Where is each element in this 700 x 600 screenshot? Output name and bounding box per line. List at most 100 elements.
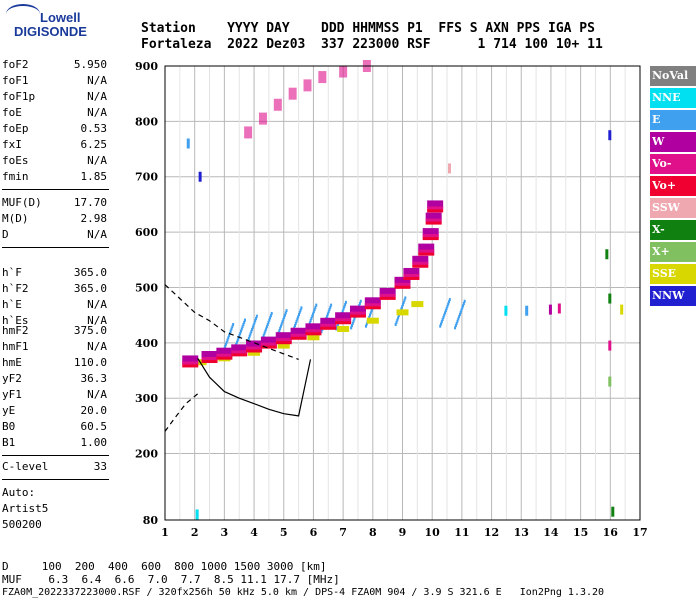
spread-echo	[264, 329, 267, 333]
spread-echo	[446, 304, 449, 308]
param-row: yE 20.0	[2, 404, 107, 417]
o-trace-mark	[422, 228, 439, 237]
spread-echo	[404, 296, 407, 300]
o-trace-mark	[231, 350, 248, 355]
o-trace-mark	[412, 264, 429, 268]
spread-echo	[251, 327, 254, 331]
spread-echo	[253, 321, 256, 325]
legend-item: Vo+	[650, 176, 696, 196]
spread-echo	[235, 340, 238, 344]
spread-echo	[343, 305, 346, 309]
spread-echo	[320, 330, 323, 334]
o-trace-mark	[394, 276, 411, 285]
param-divider	[2, 455, 109, 456]
spread-echo	[252, 323, 255, 327]
o-trace-mark	[275, 341, 292, 345]
o-trace-mark	[305, 329, 322, 334]
spread-echo	[249, 332, 252, 336]
o-trace-mark	[427, 200, 444, 209]
header-values: Fortaleza 2022 Dez03 337 223000 RSF 1 71…	[141, 37, 603, 52]
y-tick-label: 800	[135, 115, 158, 128]
multihop-mark	[288, 87, 297, 100]
spread-echo	[266, 323, 269, 327]
spread-echo	[241, 325, 244, 329]
x-tick-label: 17	[632, 526, 647, 539]
o-trace-mark	[412, 255, 429, 264]
o-trace-mark	[216, 347, 233, 356]
x-tick-label: 8	[369, 526, 377, 539]
spread-echo	[401, 305, 404, 309]
o-trace-mark	[379, 287, 396, 296]
spread-echo	[352, 319, 355, 323]
x-tick-label: 12	[484, 526, 499, 539]
spread-echo	[312, 310, 315, 314]
spread-echo	[226, 338, 229, 342]
spread-echo	[251, 325, 254, 329]
spread-echo	[297, 315, 300, 319]
o-trace-mark	[412, 261, 429, 266]
o-trace-mark	[425, 221, 442, 225]
spread-echo	[461, 306, 464, 310]
spread-echo	[280, 322, 283, 326]
legend-item: E	[650, 110, 696, 130]
o-trace-mark	[246, 349, 263, 353]
o-trace-mark	[427, 206, 444, 211]
o-trace-mark	[335, 318, 352, 323]
legend-item: NNE	[650, 88, 696, 108]
auto-artist: Artist5	[2, 502, 49, 515]
spread-echo	[229, 329, 232, 333]
param-row: hmF2 375.0	[2, 324, 107, 337]
x-tick-label: 1	[161, 526, 169, 539]
param-row: h`F 365.0	[2, 266, 107, 279]
o-trace-mark	[349, 311, 366, 316]
isolated-echo	[504, 305, 508, 316]
chart-curves	[164, 284, 312, 432]
spread-echo	[298, 310, 301, 314]
param-row: B0 60.5	[2, 420, 107, 433]
spread-echo	[230, 327, 233, 331]
o-trace-mark	[201, 357, 218, 362]
param-row: h`F2 365.0	[2, 282, 107, 295]
o-trace-mark	[305, 332, 322, 336]
y-tick-label: 600	[135, 226, 158, 239]
spread-echo	[227, 336, 230, 340]
param-divider	[2, 479, 109, 480]
legend-item: X+	[650, 242, 696, 262]
x-tick-label: 9	[399, 526, 407, 539]
x-tick-labels: 1 2 3 4 5 6 7 8 9 10 11 12 13 14 15 16 17	[161, 526, 647, 539]
o-trace-mark	[403, 273, 420, 278]
spread-echo	[344, 303, 347, 307]
spread-echo	[284, 311, 287, 315]
spread-echo	[455, 321, 458, 325]
o-trace-mark	[403, 276, 420, 280]
spread-echo	[457, 317, 460, 321]
multihop-mark	[273, 98, 282, 111]
isolated-echo	[608, 340, 612, 351]
o-trace-mark	[422, 237, 439, 241]
o-trace-mark	[275, 332, 292, 341]
x-tick-label: 7	[339, 526, 347, 539]
y-tick-labels: 80 200 300 400 500 600 700 800 900	[135, 60, 158, 527]
o-trace-mark	[231, 353, 248, 357]
spread-echo	[283, 315, 286, 319]
multihop-mark	[339, 65, 348, 78]
legend-item: SSE	[650, 264, 696, 284]
x-tick-label: 15	[573, 526, 588, 539]
o-trace-mark	[364, 306, 381, 310]
spread-echo	[365, 322, 368, 326]
o-trace-mark	[364, 303, 381, 308]
spread-echo	[311, 314, 314, 318]
spread-echo	[263, 331, 266, 335]
o-trace-mark	[335, 321, 352, 325]
x-trace-mark	[337, 325, 350, 332]
o-trace-mark	[418, 249, 435, 254]
spread-echo	[239, 329, 242, 333]
y-tick-label: 400	[135, 337, 158, 350]
param-row: M(D) 2.98	[2, 212, 107, 225]
o-trace-mark	[403, 267, 420, 276]
spread-echo	[365, 324, 368, 328]
spread-echo	[228, 334, 231, 338]
spread-echo	[439, 324, 442, 328]
o-trace-mark	[246, 340, 263, 349]
